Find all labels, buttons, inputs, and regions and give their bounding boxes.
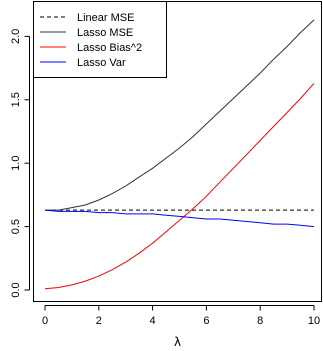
series-layer <box>44 19 315 290</box>
legend: Linear MSE Lasso MSE Lasso Bias^2 Lasso Var <box>33 1 167 78</box>
legend-label: Lasso MSE <box>77 27 133 39</box>
x-tick-label: 6 <box>203 315 209 327</box>
legend-label: Lasso Var <box>77 57 126 69</box>
legend-label: Linear MSE <box>77 12 134 24</box>
series-line-lasso-bias-2 <box>44 82 315 290</box>
legend-label: Lasso Bias^2 <box>77 42 142 54</box>
y-axis: 0.0 0.5 1.0 1.5 2.0 <box>10 29 30 298</box>
y-tick-label: 0.0 <box>10 282 22 297</box>
legend-box <box>33 1 167 78</box>
x-axis-label: λ <box>174 335 181 349</box>
x-tick-label: 8 <box>257 315 263 327</box>
y-tick-label: 1.0 <box>10 156 22 171</box>
y-tick-label: 0.5 <box>10 219 22 234</box>
x-axis: 0 2 4 6 8 10 <box>42 305 320 327</box>
y-tick-label: 2.0 <box>10 29 22 44</box>
series-line-lasso-mse <box>45 19 315 211</box>
y-tick-label: 1.5 <box>10 92 22 107</box>
x-tick-label: 2 <box>96 315 102 327</box>
series-line-lasso-var <box>44 209 315 228</box>
x-tick-label: 0 <box>42 315 48 327</box>
x-tick-label: 4 <box>150 315 156 327</box>
plot-frame <box>33 1 322 302</box>
x-tick-label: 10 <box>308 315 320 327</box>
